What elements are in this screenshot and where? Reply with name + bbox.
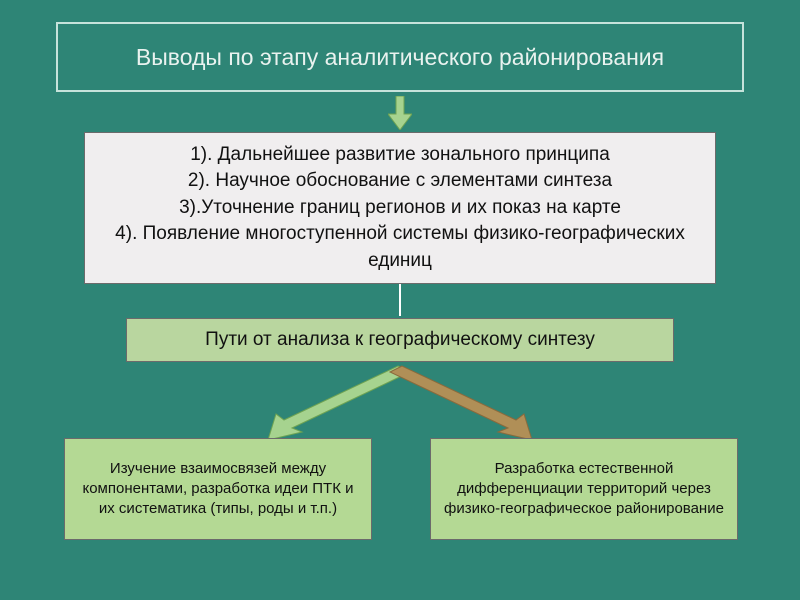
subheading-text: Пути от анализа к географическому синтез… — [205, 329, 595, 351]
subheading-box: Пути от анализа к географическому синтез… — [126, 318, 674, 362]
connector-line — [399, 284, 401, 316]
branch-arrow-right-icon — [390, 366, 532, 440]
title-box: Выводы по этапу аналитического райониров… — [56, 22, 744, 92]
main-conclusions-box: 1). Дальнейшее развитие зонального принц… — [84, 132, 716, 284]
main-conclusions-text: 1). Дальнейшее развитие зонального принц… — [103, 142, 697, 275]
branch-arrows — [230, 362, 570, 442]
arrow-down-shape — [388, 96, 412, 130]
arrow-down-icon — [388, 96, 412, 130]
leaf-box-right: Разработка естественной дифференциации т… — [430, 438, 738, 540]
title-text: Выводы по этапу аналитического райониров… — [136, 44, 664, 71]
leaf-right-text: Разработка естественной дифференциации т… — [441, 459, 727, 520]
leaf-left-text: Изучение взаимосвязей между компонентами… — [75, 459, 361, 520]
branch-arrow-left-icon — [268, 366, 410, 440]
leaf-box-left: Изучение взаимосвязей между компонентами… — [64, 438, 372, 540]
